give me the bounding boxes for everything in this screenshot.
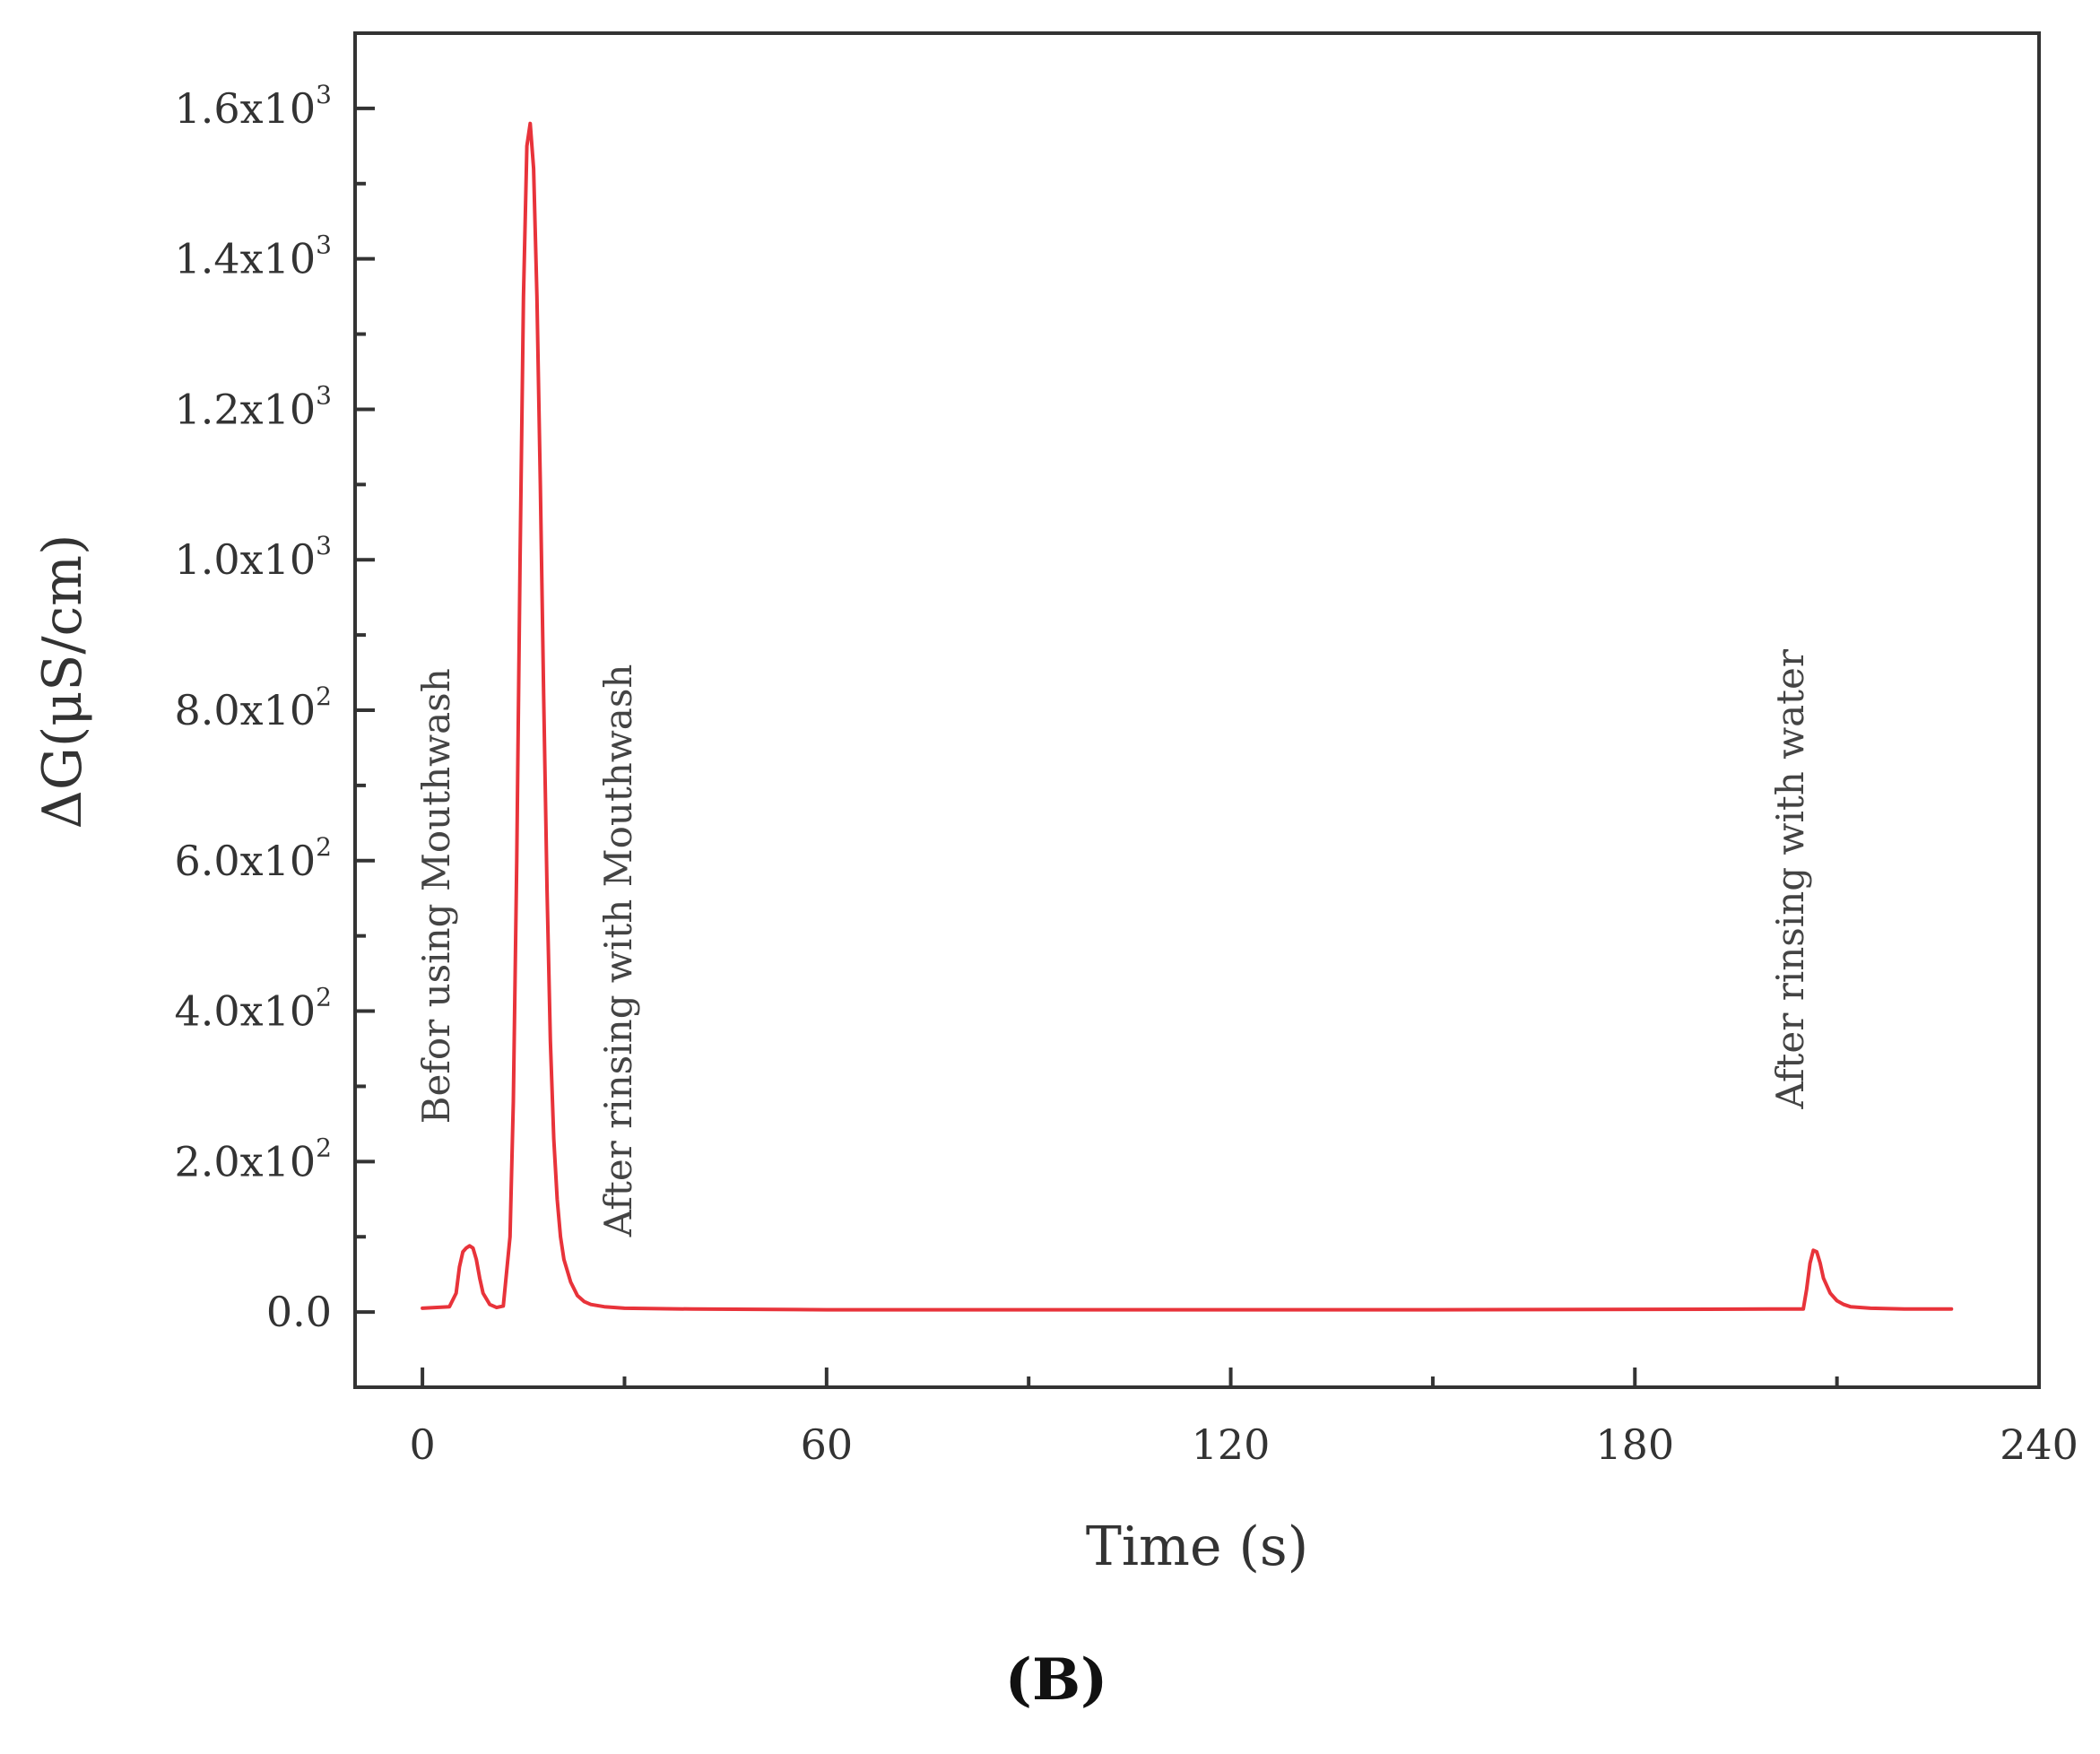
y-axis-title: ΔG(μS/cm)	[31, 534, 94, 829]
y-tick-exponent: 2	[316, 832, 332, 862]
y-tick-label: 1.6x103	[175, 80, 332, 133]
y-tick-label: 2.0x102	[175, 1133, 332, 1185]
y-tick-exponent: 3	[316, 380, 332, 410]
y-tick-mantissa: 2.0x10	[175, 1137, 317, 1185]
y-tick-mantissa: 1.2x10	[175, 385, 317, 433]
x-tick-label: 0	[409, 1420, 435, 1469]
y-tick-exponent: 3	[316, 230, 332, 260]
conductance-line	[421, 121, 1954, 1312]
annotation-label: Befor using Mouthwash	[414, 668, 458, 1124]
y-tick-mantissa: 4.0x10	[175, 987, 317, 1036]
y-tick-exponent: 3	[316, 80, 332, 109]
y-tick-mantissa: 0.0	[266, 1288, 332, 1336]
annotation-label: After rinsing with Mouthwash	[596, 664, 640, 1238]
y-tick-exponent: 3	[316, 531, 332, 560]
x-tick-label: 240	[2000, 1420, 2078, 1469]
y-axis: 0.02.0x1024.0x1026.0x1028.0x1021.0x1031.…	[175, 80, 375, 1389]
y-tick-exponent: 2	[316, 682, 332, 711]
y-tick-mantissa: 6.0x10	[175, 837, 317, 885]
y-tick-label: 6.0x102	[175, 832, 332, 885]
annotations: Befor using Mouthwash After rinsing with …	[414, 648, 1812, 1237]
x-tick-label: 60	[801, 1420, 854, 1469]
x-tick-label: 120	[1192, 1420, 1271, 1469]
y-tick-mantissa: 1.4x10	[175, 235, 317, 283]
y-tick-label: 4.0x102	[175, 983, 332, 1036]
y-tick-mantissa: 8.0x10	[175, 686, 317, 734]
y-tick-label: 8.0x102	[175, 682, 332, 734]
x-axis: 0 60 120 180 240	[409, 1368, 2078, 1469]
y-tick-label: 1.2x103	[175, 380, 332, 433]
y-tick-label: 1.0x103	[175, 531, 332, 584]
y-tick-mantissa: 1.0x10	[175, 535, 317, 584]
annotation-label: After rinsing with water	[1768, 648, 1812, 1110]
y-tick-mantissa: 1.6x10	[175, 84, 317, 133]
y-tick-exponent: 2	[316, 1133, 332, 1162]
y-tick-label: 0.0	[266, 1288, 332, 1336]
y-tick-label: 1.4x103	[175, 230, 332, 283]
y-tick-exponent: 2	[316, 983, 332, 1012]
x-tick-label: 180	[1595, 1420, 1674, 1469]
panel-label: (B)	[1005, 1646, 1108, 1714]
x-axis-title: Time (s)	[1086, 1515, 1308, 1578]
